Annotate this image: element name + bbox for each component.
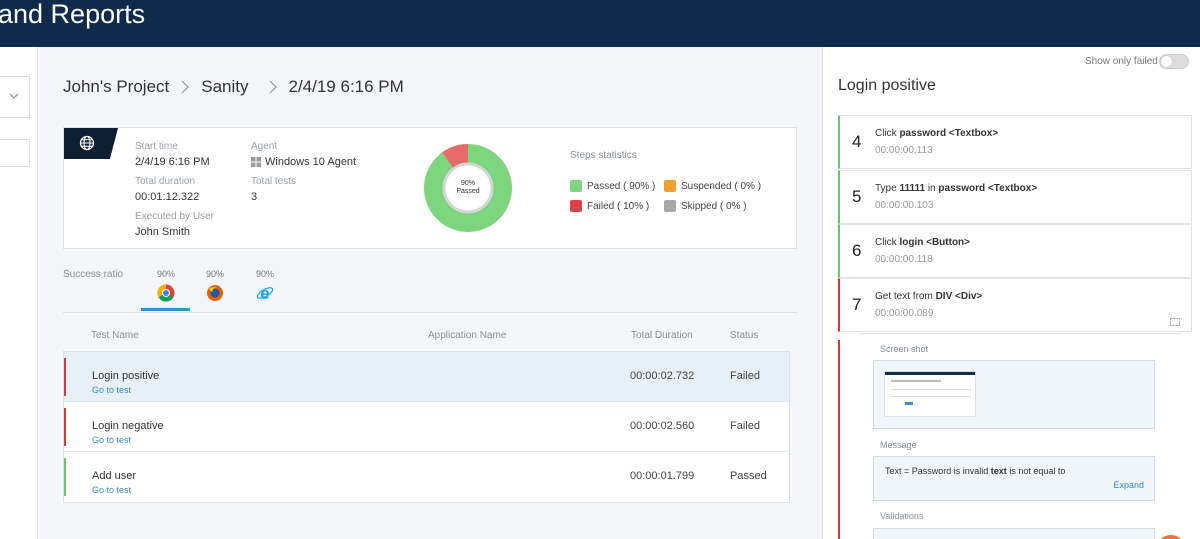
test-status: Passed — [730, 470, 767, 482]
app-title: and Reports — [0, 0, 145, 31]
chevron-right-icon — [181, 80, 189, 94]
browser-tab-chrome[interactable]: 90% — [146, 269, 186, 307]
legend-skipped: Skipped ( 0% ) — [664, 200, 747, 212]
legend-failed: Failed ( 10% ) — [570, 200, 649, 212]
table-row[interactable]: Login positive Go to test 00:00:02.732 F… — [64, 352, 789, 402]
left-pane — [0, 47, 38, 539]
status-bar — [64, 358, 66, 396]
test-status: Failed — [730, 370, 760, 382]
donut-label: 90% Passed — [442, 180, 494, 196]
expand-message-link[interactable]: Expand — [1113, 480, 1144, 490]
col-status[interactable]: Status — [730, 330, 758, 341]
go-to-test-link[interactable]: Go to test — [92, 485, 131, 495]
test-name: Login negative — [92, 420, 164, 432]
expand-icon[interactable] — [1170, 318, 1180, 326]
steps-statistics-title: Steps statistics — [570, 150, 637, 161]
screenshot-preview[interactable] — [873, 360, 1155, 429]
globe-icon — [79, 135, 95, 151]
agent-name: Windows 10 Agent — [265, 155, 356, 169]
message-label: Message — [880, 440, 917, 450]
legend-suspended: Suspended ( 0% ) — [664, 180, 761, 192]
run-summary-card: Start time 2/4/19 6:16 PM Total duration… — [63, 127, 797, 249]
test-status: Failed — [730, 420, 760, 432]
step-item[interactable]: 4 Click password <Textbox> 00:00:00.113 — [838, 115, 1192, 169]
test-duration: 00:00:02.560 — [630, 420, 694, 432]
test-duration: 00:00:02.732 — [630, 370, 694, 382]
step-item[interactable]: 7 Get text from DIV <Div> 00:00:00.089 — [838, 278, 1192, 332]
breadcrumb-run: 2/4/19 6:16 PM — [289, 77, 404, 97]
message-text: Text = Password is invalid text is not e… — [885, 466, 1065, 476]
executed-by: Executed by User John Smith — [135, 211, 214, 239]
windows-icon — [251, 157, 261, 167]
total-duration: Total duration 00:01:12.322 — [135, 176, 199, 204]
go-to-test-link[interactable]: Go to test — [92, 435, 131, 445]
step-description: Type 11111 in password <Textbox> — [875, 183, 1037, 194]
chrome-icon — [157, 284, 175, 302]
go-to-test-link[interactable]: Go to test — [92, 385, 131, 395]
show-only-failed-label: Show only failed — [1085, 56, 1158, 67]
message-box: Text = Password is invalid text is not e… — [873, 456, 1155, 501]
tests-table: Login positive Go to test 00:00:02.732 F… — [63, 351, 790, 503]
step-description: Get text from DIV <Div> — [875, 291, 982, 302]
col-test-name[interactable]: Test Name — [91, 330, 139, 341]
help-button[interactable] — [1156, 535, 1186, 539]
breadcrumb-suite[interactable]: Sanity — [201, 77, 248, 97]
col-application-name[interactable]: Application Name — [428, 330, 506, 341]
web-badge — [64, 128, 118, 159]
screenshot-label: Screen shot — [880, 344, 928, 354]
status-bar — [64, 458, 66, 496]
legend-passed: Passed ( 90% ) — [570, 180, 655, 192]
test-duration: 00:00:01.799 — [630, 470, 694, 482]
validations-box — [873, 528, 1155, 539]
browser-tab-ie[interactable]: 90% e — [245, 269, 285, 307]
show-only-failed-toggle[interactable] — [1159, 54, 1189, 69]
firefox-icon — [206, 284, 224, 302]
table-row[interactable]: Add user Go to test 00:00:01.799 Passed — [64, 452, 789, 502]
success-ratio-label: Success ratio — [63, 269, 123, 280]
start-time: Start time 2/4/19 6:16 PM — [135, 141, 210, 169]
svg-text:e: e — [260, 284, 269, 302]
test-name: Add user — [92, 470, 136, 482]
step-description: Click login <Button> — [875, 237, 970, 248]
table-row[interactable]: Login negative Go to test 00:00:02.560 F… — [64, 402, 789, 452]
step-item[interactable]: 5 Type 11111 in password <Textbox> 00:00… — [838, 170, 1192, 224]
project-dropdown[interactable] — [0, 76, 30, 118]
chevron-right-icon — [269, 80, 277, 94]
ie-icon: e — [256, 284, 274, 302]
search-input[interactable] — [0, 139, 30, 167]
col-total-duration[interactable]: Total Duration — [631, 330, 693, 341]
agent: Agent Windows 10 Agent — [251, 141, 356, 169]
breadcrumb-project[interactable]: John's Project — [63, 77, 169, 97]
selected-browser-indicator — [141, 308, 190, 311]
step-item[interactable]: 6 Click login <Button> 00:00:00.118 — [838, 224, 1192, 278]
top-bar: and Reports — [0, 0, 1200, 47]
status-bar — [64, 408, 66, 446]
test-title: Login positive — [838, 77, 936, 95]
step-description: Click password <Textbox> — [875, 128, 998, 139]
browser-tab-firefox[interactable]: 90% — [195, 269, 235, 307]
main-panel: John's Project Sanity 2/4/19 6:16 PM Sta… — [39, 47, 822, 539]
test-detail-panel: Show only failed Login positive 4 Click … — [822, 47, 1200, 539]
validations-label: Validations — [880, 511, 923, 521]
total-tests: Total tests 3 — [251, 176, 296, 204]
chevron-down-icon — [9, 93, 19, 100]
test-name: Login positive — [92, 370, 159, 382]
breadcrumb: John's Project Sanity 2/4/19 6:16 PM — [63, 77, 404, 97]
screenshot-thumbnail — [884, 371, 976, 417]
